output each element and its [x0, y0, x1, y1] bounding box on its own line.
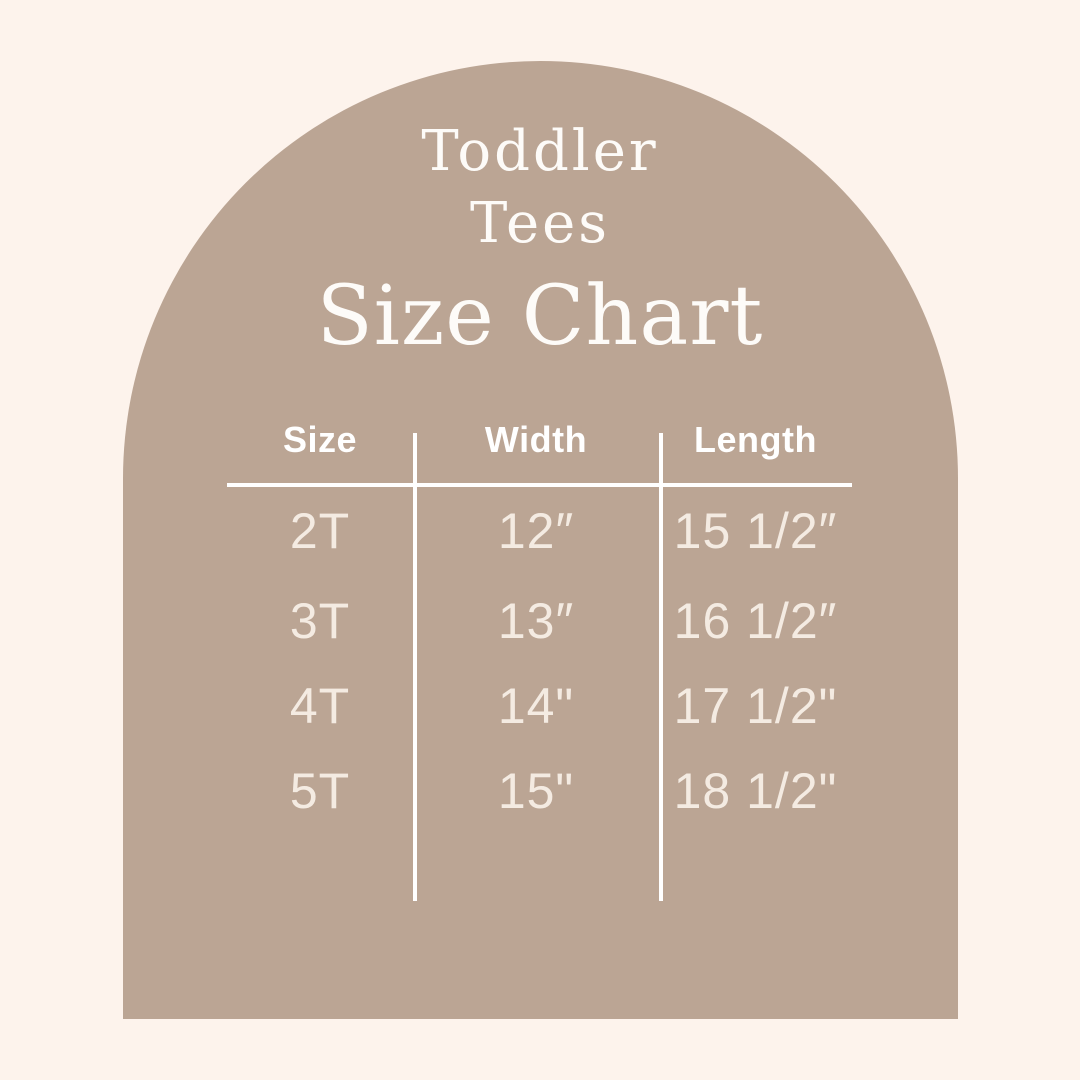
- column-header-width: Width: [484, 419, 588, 460]
- table-cell-length-4t: 17 1/2": [673, 677, 838, 734]
- table-cell-width-5t: 15": [497, 762, 575, 819]
- column-header-length: Length: [694, 419, 817, 460]
- table-cell-size-2t: 2T: [289, 502, 351, 559]
- column-header-size: Size: [282, 419, 358, 460]
- table-cell-size-4t: 4T: [289, 677, 351, 734]
- size-table: Size Width Length 2T 12″ 15 1/2″ 3T 13″ …: [227, 410, 852, 833]
- table-cell-length-2t: 15 1/2″: [673, 502, 838, 559]
- arch-background: [123, 61, 958, 1019]
- table-cell-length-3t: 16 1/2″: [673, 592, 838, 649]
- table-cell-width-3t: 13″: [497, 592, 575, 649]
- table-cell-length-5t: 18 1/2": [673, 762, 838, 819]
- header-rule: [227, 483, 852, 487]
- title-line-1: Toddler: [421, 119, 659, 184]
- size-chart-heading: Size Chart: [316, 269, 764, 364]
- column-divider-1: [413, 433, 417, 901]
- title-line-2: Tees: [469, 191, 611, 256]
- table-cell-width-4t: 14": [497, 677, 575, 734]
- table-cell-size-3t: 3T: [289, 592, 351, 649]
- column-divider-2: [659, 433, 663, 901]
- table-cell-size-5t: 5T: [289, 762, 351, 819]
- table-cell-width-2t: 12″: [497, 502, 575, 559]
